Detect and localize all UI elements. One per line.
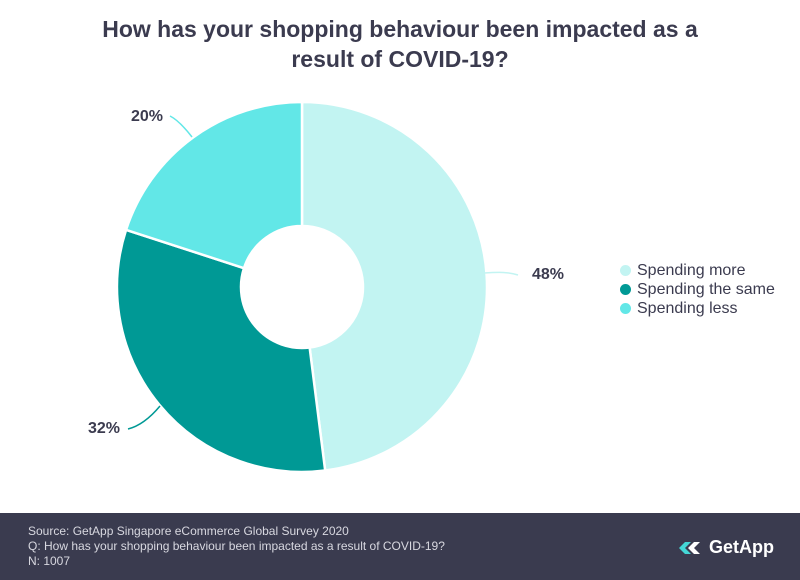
leader-line-spending-less (169, 115, 193, 138)
legend-item-spending-less: Spending less (620, 299, 775, 318)
data-label-spending-same: 32% (88, 420, 120, 437)
footer-sample-size: N: 1007 (28, 554, 71, 568)
getapp-logo-text: GetApp (709, 537, 774, 557)
donut-slice-spending-same (115, 228, 327, 474)
legend-label-spending-more: Spending more (637, 261, 746, 279)
getapp-logo: GetApp (679, 537, 774, 558)
legend-swatch-spending-more (620, 265, 631, 276)
donut-slice-spending-less (124, 100, 304, 270)
legend-label-spending-same: Spending the same (637, 280, 775, 298)
legend-swatch-spending-less (620, 303, 631, 314)
chart-title: How has your shopping behaviour been imp… (40, 14, 760, 74)
footer-question: Q: How has your shopping behaviour been … (28, 539, 445, 553)
chart-legend: Spending more Spending the same Spending… (620, 261, 775, 318)
legend-item-spending-more: Spending more (620, 261, 775, 280)
donut-slice-spending-more (300, 100, 489, 472)
leader-line-spending-more (483, 271, 519, 276)
legend-item-spending-same: Spending the same (620, 280, 775, 299)
footer-source: Source: GetApp Singapore eCommerce Globa… (28, 524, 349, 538)
footer: Source: GetApp Singapore eCommerce Globa… (0, 513, 800, 580)
getapp-logo-icon (679, 541, 700, 554)
chart-title-line-1: How has your shopping behaviour been imp… (102, 16, 698, 42)
chart-title-line-2: result of COVID-19? (291, 46, 509, 72)
legend-swatch-spending-same (620, 284, 631, 295)
data-label-spending-less: 20% (131, 108, 163, 125)
data-label-spending-more: 48% (532, 266, 564, 283)
footer-notes: Source: GetApp Singapore eCommerce Globa… (28, 524, 445, 569)
donut-chart: 48% 32% 20% (88, 100, 564, 474)
legend-label-spending-less: Spending less (637, 299, 738, 317)
leader-line-spending-same (127, 405, 161, 430)
